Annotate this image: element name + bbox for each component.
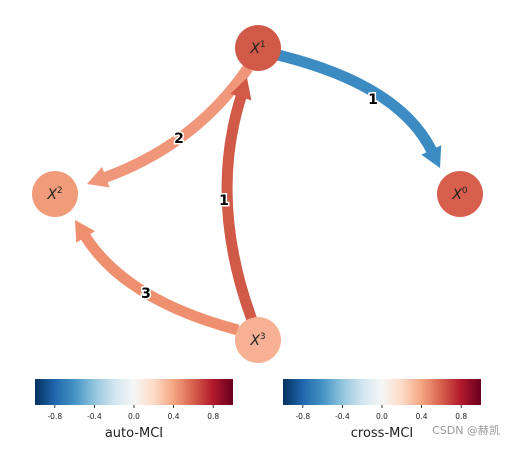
edge xyxy=(221,93,258,322)
edge xyxy=(276,49,438,155)
colorbar-tick-label: 0.0 xyxy=(128,412,140,421)
watermark: CSDN @赫凯 xyxy=(432,424,500,437)
node-label: X2 xyxy=(46,186,62,203)
node-label-base: X xyxy=(249,333,260,349)
node-label-sup: 2 xyxy=(57,186,63,196)
colorbar-tick-label: 0.4 xyxy=(416,412,428,421)
colorbar-tick-label: 0.4 xyxy=(168,412,180,421)
edge-arrowhead xyxy=(230,78,252,101)
edge-arrowhead xyxy=(421,145,442,168)
colorbar-tick-label: 0.8 xyxy=(207,412,219,421)
node-label-base: X xyxy=(46,187,57,203)
node xyxy=(437,171,483,217)
colorbar xyxy=(283,379,481,405)
node-label: X0 xyxy=(451,186,468,203)
node-label-base: X xyxy=(451,187,462,203)
edge-label: 1 xyxy=(219,193,229,209)
node xyxy=(32,171,78,217)
colorbar-label: auto-MCI xyxy=(105,426,163,441)
edges xyxy=(75,49,442,336)
edge-label: 2 xyxy=(174,131,184,147)
node-label-sup: 0 xyxy=(462,186,468,196)
colorbar-tick-label: -0.8 xyxy=(295,412,310,421)
colorbar-tick-label: 0.0 xyxy=(376,412,388,421)
edge-label: 1 xyxy=(368,92,378,108)
edge xyxy=(102,64,253,184)
node-label-sup: 3 xyxy=(260,332,266,342)
edge-label: 3 xyxy=(141,286,151,302)
colorbar-tick-label: 0.8 xyxy=(455,412,467,421)
edge-arrowhead xyxy=(87,166,110,188)
colorbar-tick-label: -0.4 xyxy=(335,412,350,421)
node-label-base: X xyxy=(249,41,260,57)
node-label: X3 xyxy=(249,332,265,349)
edge xyxy=(79,232,240,336)
node xyxy=(235,25,281,71)
node-label-sup: 1 xyxy=(260,40,266,50)
colorbar-label: cross-MCI xyxy=(351,426,414,441)
colorbar-tick-label: -0.4 xyxy=(87,412,102,421)
node-label: X1 xyxy=(249,40,265,57)
colorbar xyxy=(35,379,233,405)
edge-arrowhead xyxy=(75,220,95,243)
colorbar-tick-label: -0.8 xyxy=(47,412,62,421)
node xyxy=(235,317,281,363)
